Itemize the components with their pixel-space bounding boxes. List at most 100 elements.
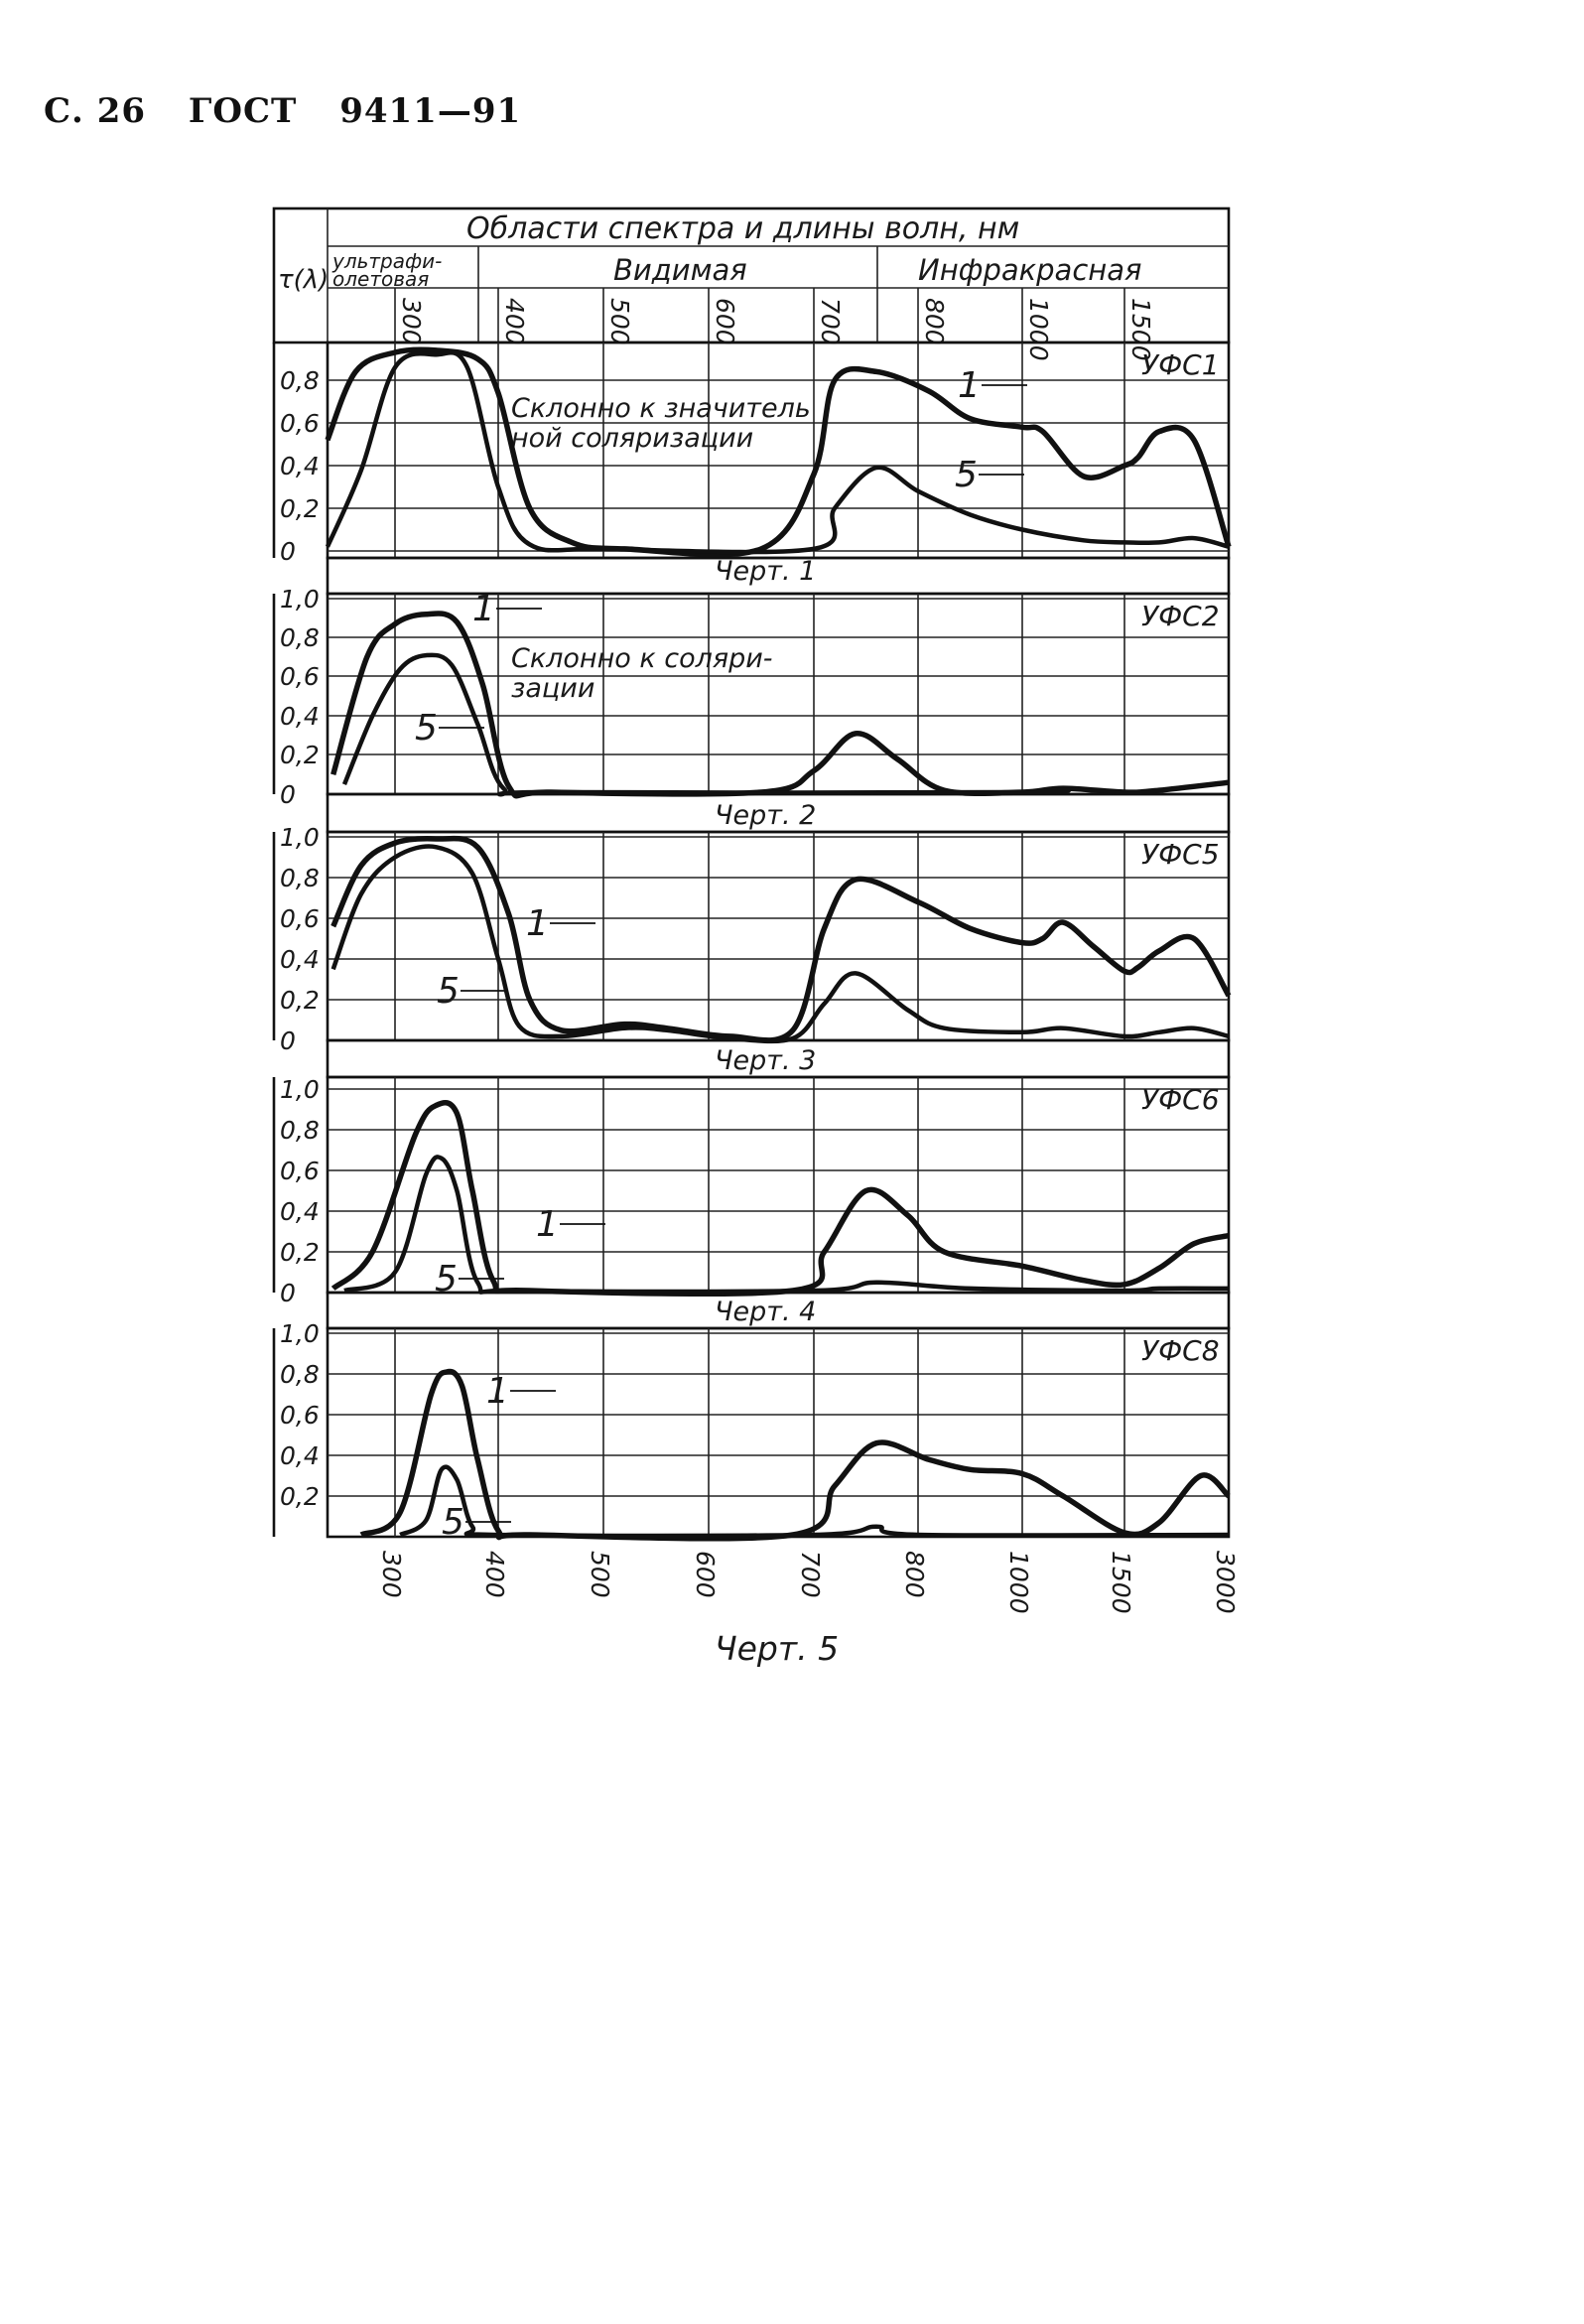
region-uv-line1: ультрафи- xyxy=(331,249,442,273)
series-label-1: 1 xyxy=(472,589,495,629)
panel-frame xyxy=(326,1075,1231,1295)
header-tick-400: 400 xyxy=(500,298,529,345)
solarization-note: Склонно к соляри- xyxy=(511,643,773,674)
solarization-note: ной соляризации xyxy=(511,423,753,454)
x-tick-700: 700 xyxy=(796,1551,825,1598)
series-label-5: 5 xyxy=(415,708,438,749)
series-label-1: 1 xyxy=(536,1204,559,1245)
series-label-1: 1 xyxy=(958,365,981,406)
header-tick-300: 300 xyxy=(397,298,426,345)
x-tick-600: 600 xyxy=(691,1551,720,1598)
x-tick-500: 500 xyxy=(586,1551,614,1598)
series-label-5: 5 xyxy=(437,971,460,1012)
y-tick-label: 0 xyxy=(280,780,296,809)
x-tick-300: 300 xyxy=(377,1551,406,1598)
solarization-note: зации xyxy=(511,673,594,704)
region-uv-line2: олетовая xyxy=(332,267,429,291)
panel-caption: Черт. 3 xyxy=(715,1045,816,1076)
y-tick-label: 0,4 xyxy=(280,1197,320,1226)
x-tick-1500: 1500 xyxy=(1107,1551,1135,1614)
header-tick-600: 600 xyxy=(711,298,739,345)
y-tick-label: 0,2 xyxy=(280,494,320,523)
standard-name: ГОСТ xyxy=(188,91,298,131)
y-tick-label: 0,6 xyxy=(280,662,320,691)
y-tick-label: 0,2 xyxy=(280,1238,320,1267)
x-tick-800: 800 xyxy=(900,1551,929,1598)
header-tick-700: 700 xyxy=(816,298,845,345)
y-tick-label: 0,8 xyxy=(280,864,320,892)
glass-grade-label: УФС1 xyxy=(1141,348,1220,381)
y-tick-label: 0,6 xyxy=(280,1157,320,1185)
y-tick-label: 0,2 xyxy=(280,741,320,769)
x-tick-1000: 1000 xyxy=(1004,1551,1033,1614)
y-tick-label: 0,6 xyxy=(280,409,320,438)
y-tick-label: 1,0 xyxy=(280,823,320,852)
ylabel: τ(λ) xyxy=(278,265,329,295)
series-curve-1 xyxy=(359,1368,1231,1542)
panel-4: 0 0,2 0,4 0,6 0,8 1,0 УФС6 Черт. 4 1 5 xyxy=(272,1075,1231,1330)
y-tick-label: 0,8 xyxy=(280,366,320,395)
y-tick-label: 0,8 xyxy=(280,623,320,652)
panel-frame xyxy=(326,341,1231,560)
table-title: Области спектра и длины волн, нм xyxy=(466,211,1019,246)
series-label-1: 1 xyxy=(486,1371,509,1412)
panel-1: 0 0,2 0,4 0,6 0,8 УФС1 Черт. 1 Склонно к значит… xyxy=(272,341,1232,596)
solarization-note: Склонно к значитель xyxy=(511,393,811,424)
chart-panels: 0 0,2 0,4 0,6 0,8 УФС1 Черт. 1 Склонно к значит… xyxy=(272,341,1232,1543)
header-tick-1500: 1500 xyxy=(1126,298,1155,361)
series-label-5: 5 xyxy=(435,1259,458,1299)
y-tick-label: 0,6 xyxy=(280,1401,320,1430)
y-tick-label: 0 xyxy=(280,1279,296,1307)
series-curve-5 xyxy=(330,844,1230,1044)
series-curve-1 xyxy=(330,611,1230,799)
region-infrared: Инфракрасная xyxy=(918,253,1141,287)
table-header: τ(λ) Области спектра и длины волн, нм ул… xyxy=(272,206,1231,361)
standard-number: 9411—91 xyxy=(339,91,522,131)
y-tick-label: 0,4 xyxy=(280,1441,320,1470)
series-curve-5 xyxy=(399,1464,1230,1539)
series-curve-1 xyxy=(330,1099,1230,1297)
panel-2: 0 0,2 0,4 0,6 0,8 1,0 УФС2 Черт. 2 Склонно к сол… xyxy=(272,585,1231,834)
y-tick-label: 0,2 xyxy=(280,1482,320,1511)
glass-grade-label: УФС5 xyxy=(1141,838,1220,871)
panel-caption: Черт. 1 xyxy=(715,556,816,587)
series-label-1: 1 xyxy=(526,903,549,944)
y-tick-label: 0,8 xyxy=(280,1116,320,1145)
panel-caption: Черт. 2 xyxy=(715,800,816,831)
series-label-5: 5 xyxy=(442,1502,464,1543)
y-tick-label: 0,4 xyxy=(280,452,320,480)
y-tick-label: 0 xyxy=(280,1026,296,1055)
y-tick-label: 1,0 xyxy=(280,1075,320,1104)
x-tick-400: 400 xyxy=(480,1551,509,1598)
glass-grade-label: УФС8 xyxy=(1141,1334,1220,1367)
panel-caption: Черт. 4 xyxy=(715,1297,816,1327)
x-tick-3000: 3000 xyxy=(1211,1551,1240,1614)
glass-grade-label: УФС2 xyxy=(1141,600,1220,632)
panel-3: 0 0,2 0,4 0,6 0,8 1,0 УФС5 Черт. 3 1 5 xyxy=(272,823,1232,1079)
panel-frame xyxy=(326,592,1231,796)
series-curve-5 xyxy=(343,1155,1230,1295)
series-curve-5 xyxy=(325,350,1230,555)
y-tick-label: 1,0 xyxy=(280,1319,320,1348)
y-tick-label: 1,0 xyxy=(280,585,320,614)
y-tick-label: 0,6 xyxy=(280,904,320,933)
series-curve-1 xyxy=(325,346,1232,558)
page-number: С. 26 xyxy=(44,91,147,131)
y-tick-label: 0 xyxy=(280,537,296,566)
series-label-5: 5 xyxy=(955,455,978,495)
region-visible: Видимая xyxy=(613,253,747,287)
series-curve-1 xyxy=(330,835,1232,1043)
panel-5: 0,2 0,4 0,6 0,8 1,0 УФС8 1 5 xyxy=(272,1319,1231,1543)
header-tick-labels: 300 400 500 600 700 800 1000 1500 xyxy=(394,288,1155,361)
y-tick-label: 0,4 xyxy=(280,945,320,974)
y-tick-label: 0,4 xyxy=(280,702,320,731)
page-header: С. 26 ГОСТ 9411—91 xyxy=(44,91,551,131)
y-tick-label: 0,8 xyxy=(280,1360,320,1389)
glass-grade-label: УФС6 xyxy=(1141,1083,1220,1116)
header-tick-500: 500 xyxy=(605,298,634,345)
y-tick-label: 0,2 xyxy=(280,986,320,1015)
header-tick-800: 800 xyxy=(920,298,949,345)
bottom-caption: Черт. 5 xyxy=(715,1629,839,1668)
series-curve-5 xyxy=(341,652,1230,797)
